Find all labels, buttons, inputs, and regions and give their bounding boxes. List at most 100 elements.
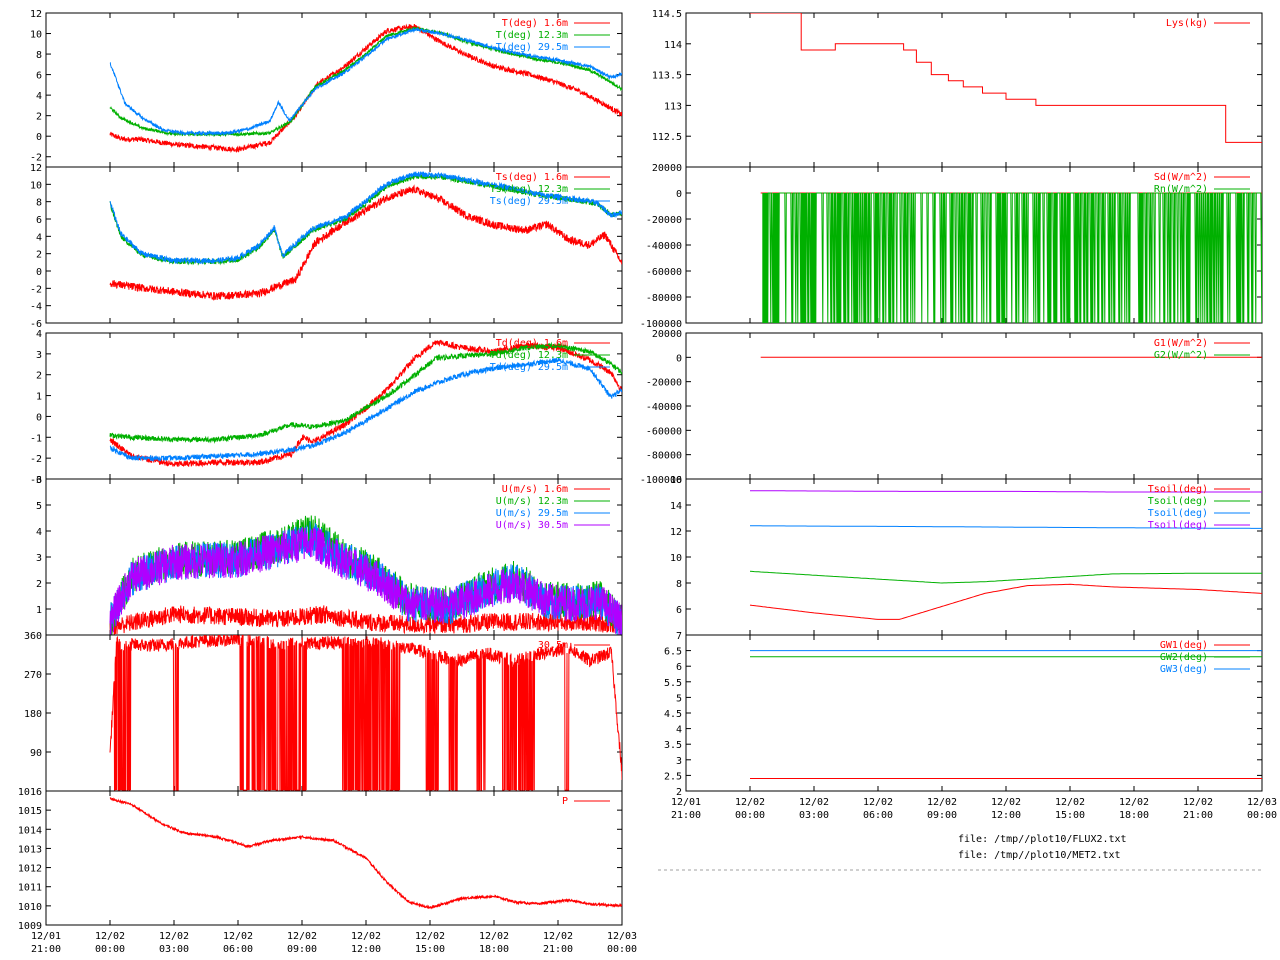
y-tick-label: -1 [30,433,42,444]
legend-label: 30.5m [538,640,568,651]
panel-gw: 7 6.5 6 5.5 5 4.5 4 3.5 3 2.5 2 GW1(deg)GW2(deg)GW3… [664,631,1263,798]
plot-area [749,490,1262,620]
plot-area [750,13,1262,143]
x-tick-time-label: 09:00 [287,944,317,955]
legend-label: Td(deg) 12.3m [490,350,568,361]
y-tick-label: -80000 [646,451,682,462]
y-tick-label: 4 [36,329,42,340]
y-tick-label: 6 [36,475,42,486]
y-tick-label: -100000 [640,319,682,330]
x-tick-time-label: 03:00 [159,944,189,955]
panel-g: 20000 0 -20000 -40000 -60000 -80000 -100000 G1(… [640,329,1263,486]
series-td-0 [109,339,622,468]
y-tick-label: 1016 [18,787,42,798]
y-tick-label: -6 [30,319,42,330]
y-tick-label: 3 [676,756,682,767]
y-tick-label: 6.5 [664,647,682,658]
legend-label: T(deg) 29.5m [496,42,568,53]
series-tsoil-0 [749,583,1262,620]
y-tick-label: 2 [36,371,42,382]
panel-lys: 114.5 114 113.5 113 112.5 Lys(kg) [652,9,1263,168]
x-tick-time-label: 18:00 [1119,810,1149,821]
y-tick-label: 2.5 [664,771,682,782]
y-tick-label: 114 [664,40,682,51]
legend-label: Tsoil(deg) [1148,496,1208,507]
legend-label: T(deg) 1.6m [502,18,568,29]
x-tick-time-label: 12:00 [351,944,381,955]
x-tick-date-label: 12/02 [1183,797,1213,808]
x-tick-date-label: 12/03 [1247,797,1277,808]
legend-label: Tsoil(deg) [1148,520,1208,531]
y-tick-label: -40000 [646,402,682,413]
x-tick-time-label: 00:00 [607,944,637,955]
y-tick-label: -40000 [646,241,682,252]
y-tick-label: 180 [24,709,42,720]
y-tick-label: 360 [24,631,42,642]
y-tick-label: 2 [676,787,682,798]
plot-area [109,635,622,791]
x-tick-time-label: 21:00 [543,944,573,955]
y-tick-label: 12 [30,163,42,174]
y-tick-label: 5.5 [664,678,682,689]
legend-label: P [562,796,568,807]
y-tick-label: 3 [36,553,42,564]
y-tick-label: 1010 [18,902,42,913]
panel-u: 6 5 4 3 2 1 U(m/s) 1.6mU(m/s) 12.3mU(m/s) 29.5… [36,475,623,636]
y-tick-label: 10 [30,30,42,41]
y-tick-label: 5 [676,693,682,704]
x-tick-time-label: 15:00 [415,944,445,955]
y-tick-label: 10 [670,553,682,564]
legend-label: Tsoil(deg) [1148,508,1208,519]
legend-label: U(m/s) 1.6m [502,484,568,495]
x-tick-date-label: 12/02 [351,931,381,942]
y-tick-label: 12 [30,9,42,20]
x-tick-date-label: 12/02 [927,797,957,808]
x-tick-date-label: 12/02 [543,931,573,942]
series-tsoil-1 [749,570,1262,584]
y-tick-label: 1013 [18,844,42,855]
y-tick-label: 113 [664,101,682,112]
y-tick-label: 0 [676,353,682,364]
y-tick-label: -80000 [646,293,682,304]
legend-label: GW3(deg) [1160,664,1208,675]
y-tick-label: -20000 [646,215,682,226]
y-tick-label: 112.5 [652,132,682,143]
y-tick-label: 4 [676,725,682,736]
x-tick-date-label: 12/02 [735,797,765,808]
x-tick-date-label: 12/02 [799,797,829,808]
panel-p: 1016 1015 1014 1013 1012 1011 1010 1009 P [18,787,623,932]
legend-label: U(m/s) 30.5m [496,520,568,531]
x-tick-date-label: 12/03 [607,931,637,942]
series-lys-0 [750,13,1262,143]
x-tick-date-label: 12/02 [287,931,317,942]
y-tick-label: 90 [30,748,42,759]
y-tick-label: 4 [36,232,42,243]
y-tick-label: 3.5 [664,740,682,751]
y-tick-label: 14 [670,501,682,512]
legend-label: U(m/s) 12.3m [496,496,568,507]
x-tick-time-label: 21:00 [671,810,701,821]
x-tick-time-label: 06:00 [223,944,253,955]
panel-tsoil: 1614121086Tsoil(deg)Tsoil(deg)Tsoil(deg)… [670,475,1263,636]
y-tick-label: 4 [36,527,42,538]
x-tick-time-label: 21:00 [31,944,61,955]
x-tick-time-label: 00:00 [1247,810,1277,821]
plot-area [760,192,1262,323]
y-tick-label: 2 [36,579,42,590]
y-tick-label: 0 [36,267,42,278]
x-tick-date-label: 12/01 [671,797,701,808]
x-tick-date-label: 12/02 [1055,797,1085,808]
y-tick-label: 113.5 [652,71,682,82]
series-dir-0 [109,635,622,791]
x-tick-time-label: 15:00 [1055,810,1085,821]
y-tick-label: 270 [24,670,42,681]
y-tick-label: 0 [676,189,682,200]
y-tick-label: 10 [30,180,42,191]
y-tick-label: 0 [36,412,42,423]
legend-label: Tsoil(deg) [1148,484,1208,495]
y-tick-label: 1 [36,392,42,403]
x-tick-time-label: 00:00 [735,810,765,821]
series-u-3 [109,526,622,635]
y-tick-label: 6 [36,215,42,226]
